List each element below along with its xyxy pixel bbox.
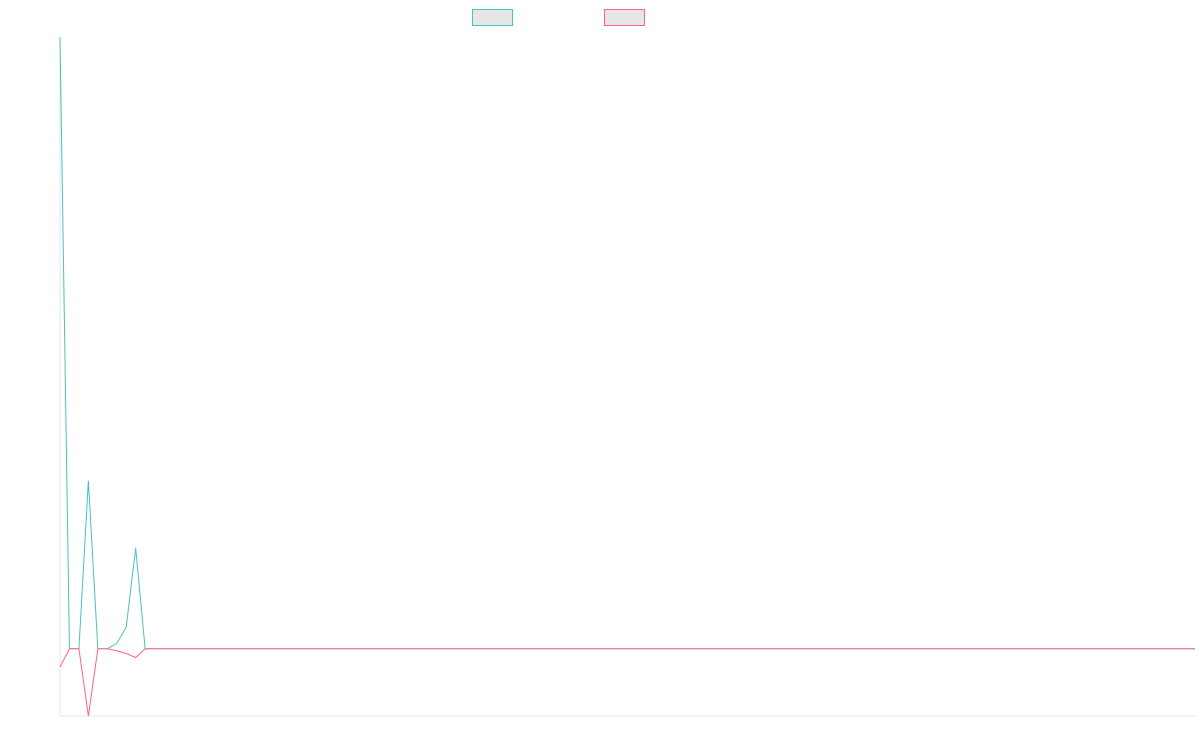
axes [59,37,1195,717]
legend[interactable] [472,9,645,26]
series-layer [59,36,1195,717]
series-line-1 [59,36,1195,650]
legend-swatch-1[interactable] [472,9,513,26]
series-line-2 [59,648,1195,717]
legend-swatch-2[interactable] [604,9,645,26]
